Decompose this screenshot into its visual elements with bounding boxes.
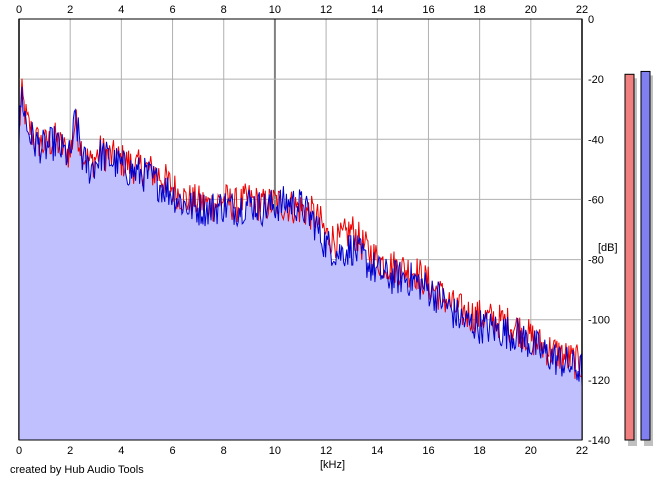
series-line [18,78,583,379]
level-meter-left [624,73,635,441]
x-tick-label-top: 12 [320,4,332,16]
x-tick-label-top: 4 [118,4,124,16]
x-tick-label-bottom: 4 [118,445,124,457]
y-tick-label: -60 [588,194,604,206]
y-tick-label: -40 [588,134,604,146]
x-tick-label-top: 20 [525,4,537,16]
x-tick-label-bottom: 18 [474,445,486,457]
x-tick-label-bottom: 10 [269,445,281,457]
x-axis-label: [kHz] [320,459,345,471]
x-tick-label-bottom: 0 [16,445,22,457]
credit-text: created by Hub Audio Tools [10,464,144,476]
x-tick-label-bottom: 22 [576,445,588,457]
y-tick-label: -100 [588,315,610,327]
y-tick-label: 0 [588,14,594,26]
x-tick-label-top: 0 [16,4,22,16]
x-tick-label-bottom: 8 [221,445,227,457]
x-tick-label-bottom: 20 [525,445,537,457]
plot-frame [18,18,583,441]
y-tick-label: -20 [588,74,604,86]
x-tick-label-top: 22 [576,4,588,16]
x-tick-label-top: 18 [474,4,486,16]
series-line [18,86,583,387]
x-tick-label-bottom: 14 [371,445,383,457]
x-tick-label-top: 16 [422,4,434,16]
x-tick-label-top: 10 [269,4,281,16]
x-tick-label-bottom: 6 [169,445,175,457]
y-tick-label: -120 [588,375,610,387]
x-tick-label-top: 14 [371,4,383,16]
y-axis-label: [dB] [598,242,618,254]
x-tick-label-bottom: 12 [320,445,332,457]
x-tick-label-top: 2 [67,4,73,16]
y-tick-label: -80 [588,255,604,267]
x-tick-label-top: 6 [169,4,175,16]
tick-labels: 002244668810101212141416161818202022220-… [16,4,610,457]
x-tick-label-top: 8 [221,4,227,16]
x-tick-label-bottom: 16 [422,445,434,457]
series-lines [18,78,583,387]
level-meters [624,70,653,447]
x-tick-label-bottom: 2 [67,445,73,457]
spectrum-fill-area [19,86,582,441]
level-meter-right [640,70,651,441]
y-tick-label: -140 [588,435,610,447]
